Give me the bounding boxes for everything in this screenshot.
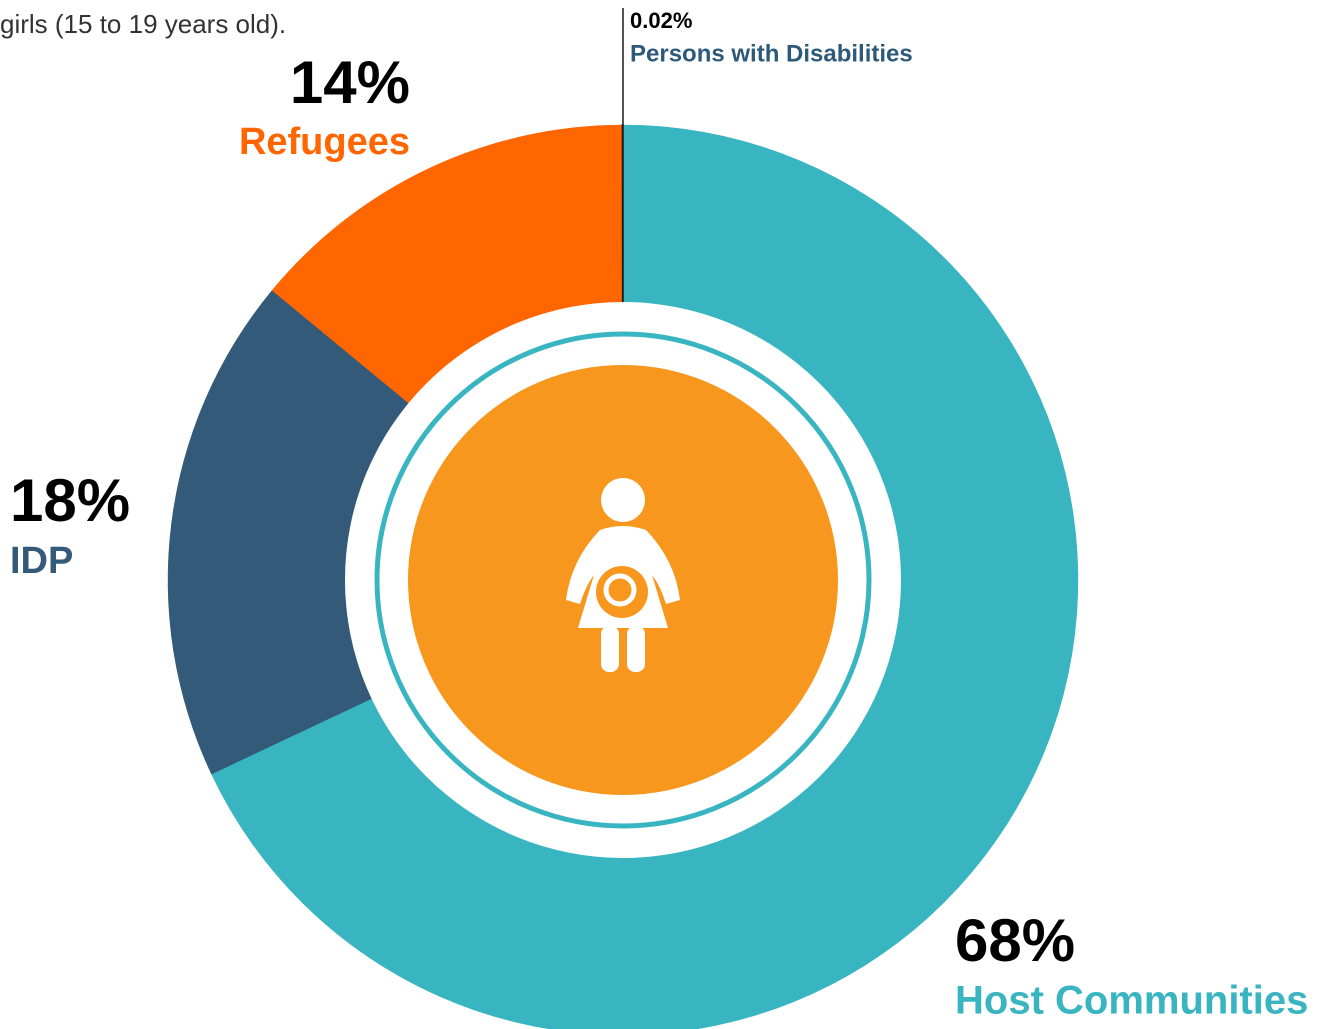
category-label: Persons with Disabilities [630,40,913,67]
pregnant-woman-icon [566,478,680,672]
slice [621,124,624,303]
category-label: Host Communities [955,979,1308,1023]
value-label: 14% [290,49,410,116]
category-label: IDP [10,540,73,582]
inner-ring [374,331,872,829]
slices [167,124,1079,1029]
value-label: 0.02% [630,8,692,33]
value-label: 68% [955,907,1075,974]
subtitle: girls (15 to 19 years old). [0,9,286,39]
value-label: 18% [10,467,130,534]
category-label: Refugees [239,121,410,163]
